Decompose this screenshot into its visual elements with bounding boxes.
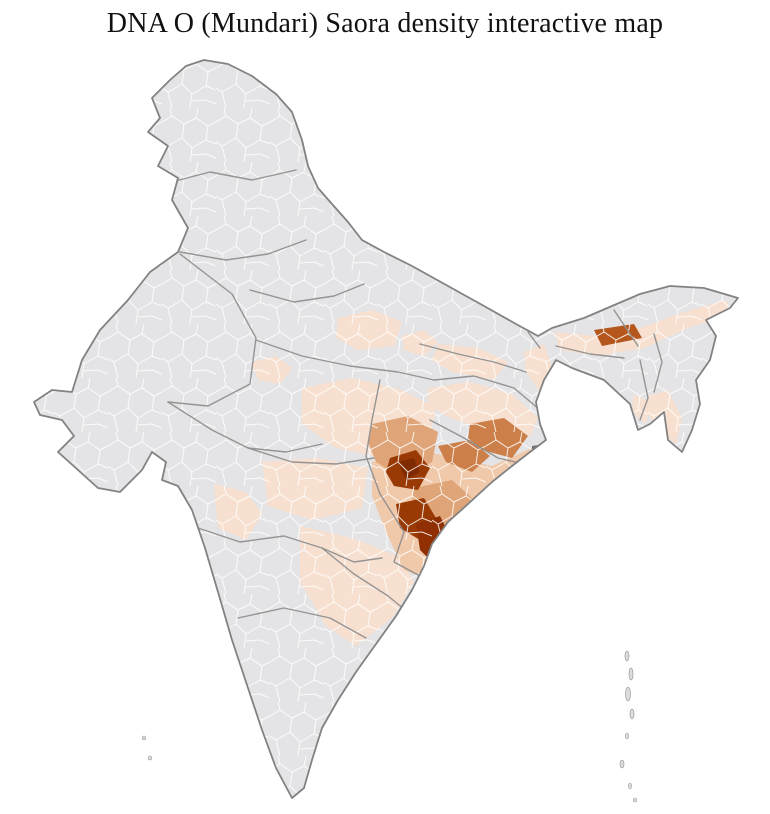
state-border-19	[639, 359, 649, 421]
state-border-10	[197, 527, 383, 563]
state-border-12	[379, 493, 421, 577]
island-2	[625, 686, 631, 702]
state-border-16	[555, 345, 625, 359]
state-border-1	[179, 239, 307, 261]
island-0	[624, 650, 630, 662]
state-border-14	[237, 607, 367, 639]
region-andhra-border-medium[interactable]	[430, 538, 470, 574]
island-1	[628, 667, 634, 681]
island-9	[148, 755, 152, 761]
page-title: DNA O (Mundari) Saora density interactiv…	[106, 8, 664, 39]
island-7	[633, 797, 637, 803]
state-border-7	[419, 343, 527, 373]
island-8	[142, 735, 146, 741]
island-3	[629, 708, 635, 720]
island-5	[619, 759, 625, 769]
state-border-4	[249, 283, 365, 303]
state-border-13	[321, 547, 411, 615]
state-border-8	[365, 379, 381, 495]
island-6	[628, 782, 632, 790]
state-border-18	[653, 333, 663, 393]
state-border-20	[527, 331, 541, 349]
state-border-11	[429, 419, 525, 465]
india-outline	[33, 59, 739, 799]
state-border-5	[255, 339, 435, 381]
state-border-6	[433, 375, 541, 411]
island-4	[625, 732, 629, 740]
state-border-2	[167, 253, 257, 407]
state-borders	[163, 169, 663, 765]
state-border-9	[247, 447, 375, 465]
state-border-0	[163, 169, 297, 185]
state-border-17	[613, 309, 639, 347]
